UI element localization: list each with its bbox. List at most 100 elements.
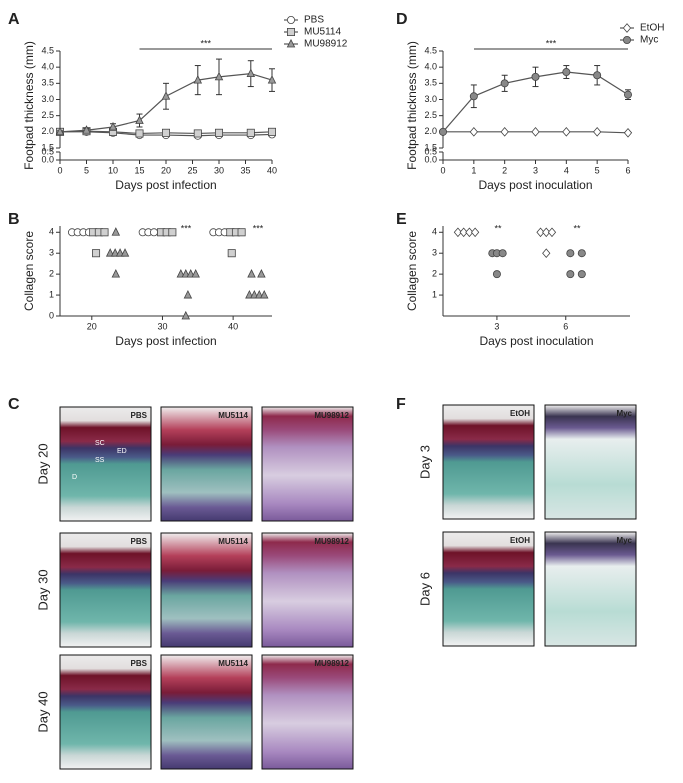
- marker: [624, 90, 633, 99]
- x-tick-label: 1: [471, 165, 476, 175]
- marker: [542, 248, 551, 259]
- image-label: EtOH: [510, 409, 530, 418]
- y-tick-label: 0.0: [424, 154, 437, 164]
- histology-image: [261, 532, 354, 648]
- y-tick-label: 0.5: [41, 146, 54, 156]
- marker: [193, 75, 203, 84]
- marker: [498, 249, 507, 258]
- marker: [547, 227, 557, 238]
- marker: [623, 127, 633, 138]
- marker: [149, 228, 158, 237]
- y-tick-label: 2: [49, 269, 54, 279]
- marker: [247, 269, 256, 278]
- y-tick-label: 3.0: [41, 94, 54, 104]
- image-label: PBS: [131, 411, 148, 420]
- y-tick-label: 0.0: [41, 154, 54, 164]
- y-tick-label: 2: [432, 269, 437, 279]
- x-tick-label: 20: [87, 321, 97, 331]
- marker: [577, 249, 586, 258]
- marker: [108, 121, 118, 131]
- significance-label: **: [494, 223, 502, 233]
- image-label: PBS: [131, 537, 148, 546]
- marker: [191, 269, 200, 278]
- row-label: Day 30: [35, 569, 50, 610]
- layer-label: ED: [117, 448, 127, 455]
- row-label: Day 20: [35, 443, 50, 484]
- y-tick-label: 2.0: [41, 126, 54, 136]
- marker: [459, 227, 468, 238]
- marker: [193, 129, 202, 138]
- x-tick-label: 0: [440, 165, 445, 175]
- histology-image: [59, 654, 152, 770]
- histology-image: [442, 404, 535, 520]
- y-tick-label: 1: [432, 289, 437, 299]
- y-tick-label: 2.0: [424, 126, 437, 136]
- histology-image: [544, 404, 637, 520]
- marker: [536, 227, 545, 238]
- x-axis-label: Days post inoculation: [478, 178, 592, 192]
- y-axis-label: Collagen score: [22, 231, 36, 311]
- marker: [500, 127, 509, 137]
- y-tick-label: 2.5: [41, 110, 54, 120]
- y-tick-label: 3.5: [41, 78, 54, 88]
- marker: [562, 127, 571, 137]
- marker: [92, 249, 101, 258]
- legend-marker: [623, 36, 632, 45]
- image-label: Myc: [616, 536, 632, 545]
- marker: [453, 227, 463, 238]
- y-tick-label: 3.0: [424, 94, 437, 104]
- marker: [267, 75, 277, 84]
- image-label: MU98912: [314, 537, 349, 546]
- x-tick-label: 40: [228, 321, 238, 331]
- significance-label: ***: [200, 38, 211, 48]
- marker: [593, 71, 602, 80]
- row-label: Day 3: [417, 445, 432, 479]
- marker: [267, 127, 276, 136]
- legend-label: MU98912: [304, 39, 348, 50]
- significance-label: ***: [253, 223, 264, 233]
- marker: [82, 125, 91, 134]
- marker: [227, 249, 236, 258]
- y-axis-label: Footpad thickness (mm): [405, 41, 419, 170]
- marker: [542, 227, 551, 238]
- panel-letter: C: [8, 396, 20, 413]
- x-tick-label: 40: [267, 165, 277, 175]
- y-tick-label: 1: [49, 289, 54, 299]
- x-tick-label: 30: [157, 321, 167, 331]
- y-tick-label: 4.0: [41, 62, 54, 72]
- image-label: EtOH: [510, 536, 530, 545]
- x-tick-label: 5: [595, 165, 600, 175]
- marker: [566, 249, 575, 258]
- marker: [111, 269, 121, 278]
- panel-letter: F: [396, 396, 406, 413]
- x-tick-label: 5: [84, 165, 89, 175]
- legend-label: MU5114: [304, 27, 341, 38]
- x-axis-label: Days post inoculation: [479, 334, 593, 348]
- image-label: MU5114: [218, 537, 248, 546]
- y-tick-label: 4.5: [41, 45, 54, 55]
- histology-image: [442, 531, 535, 647]
- x-tick-label: 6: [625, 165, 630, 175]
- row-label: Day 40: [35, 691, 50, 732]
- x-tick-label: 15: [134, 165, 144, 175]
- row-label: Day 6: [417, 572, 432, 606]
- layer-label: SC: [95, 440, 105, 447]
- image-label: Myc: [616, 409, 632, 418]
- x-tick-label: 30: [214, 165, 224, 175]
- marker: [470, 227, 480, 238]
- legend-marker: [286, 15, 295, 24]
- panel-letter: E: [396, 211, 407, 228]
- marker: [257, 269, 266, 278]
- histology-image: [261, 654, 354, 770]
- panel-letter: D: [396, 11, 408, 28]
- y-axis-label: Footpad thickness (mm): [22, 41, 36, 170]
- x-axis-label: Days post infection: [115, 334, 216, 348]
- marker: [183, 289, 193, 299]
- x-tick-label: 35: [240, 165, 250, 175]
- significance-label: ***: [181, 223, 192, 233]
- marker: [438, 127, 447, 136]
- marker: [531, 72, 540, 81]
- y-tick-label: 4: [432, 227, 437, 237]
- image-label: PBS: [131, 659, 148, 668]
